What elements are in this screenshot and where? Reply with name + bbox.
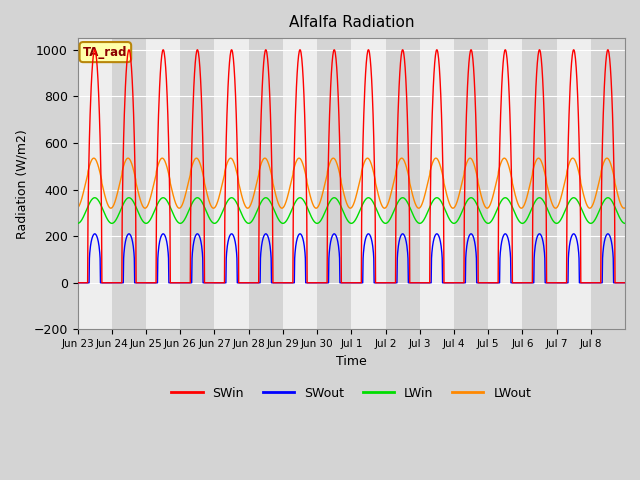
Bar (557, 38, 591, 329)
Bar (283, 38, 317, 329)
Y-axis label: Radiation (W/m2): Radiation (W/m2) (15, 129, 28, 239)
Bar (112, 38, 146, 329)
Bar (249, 38, 283, 329)
Bar (77, 38, 112, 329)
Bar (385, 38, 420, 329)
X-axis label: Time: Time (336, 355, 367, 368)
Text: TA_rad: TA_rad (83, 46, 127, 59)
Bar (591, 38, 625, 329)
Bar (351, 38, 385, 329)
Bar (214, 38, 249, 329)
Bar (317, 38, 351, 329)
Legend: SWin, SWout, LWin, LWout: SWin, SWout, LWin, LWout (166, 382, 536, 405)
Bar (522, 38, 557, 329)
Bar (420, 38, 454, 329)
Bar (146, 38, 180, 329)
Bar (488, 38, 522, 329)
Bar (180, 38, 214, 329)
Bar (454, 38, 488, 329)
Title: Alfalfa Radiation: Alfalfa Radiation (289, 15, 414, 30)
